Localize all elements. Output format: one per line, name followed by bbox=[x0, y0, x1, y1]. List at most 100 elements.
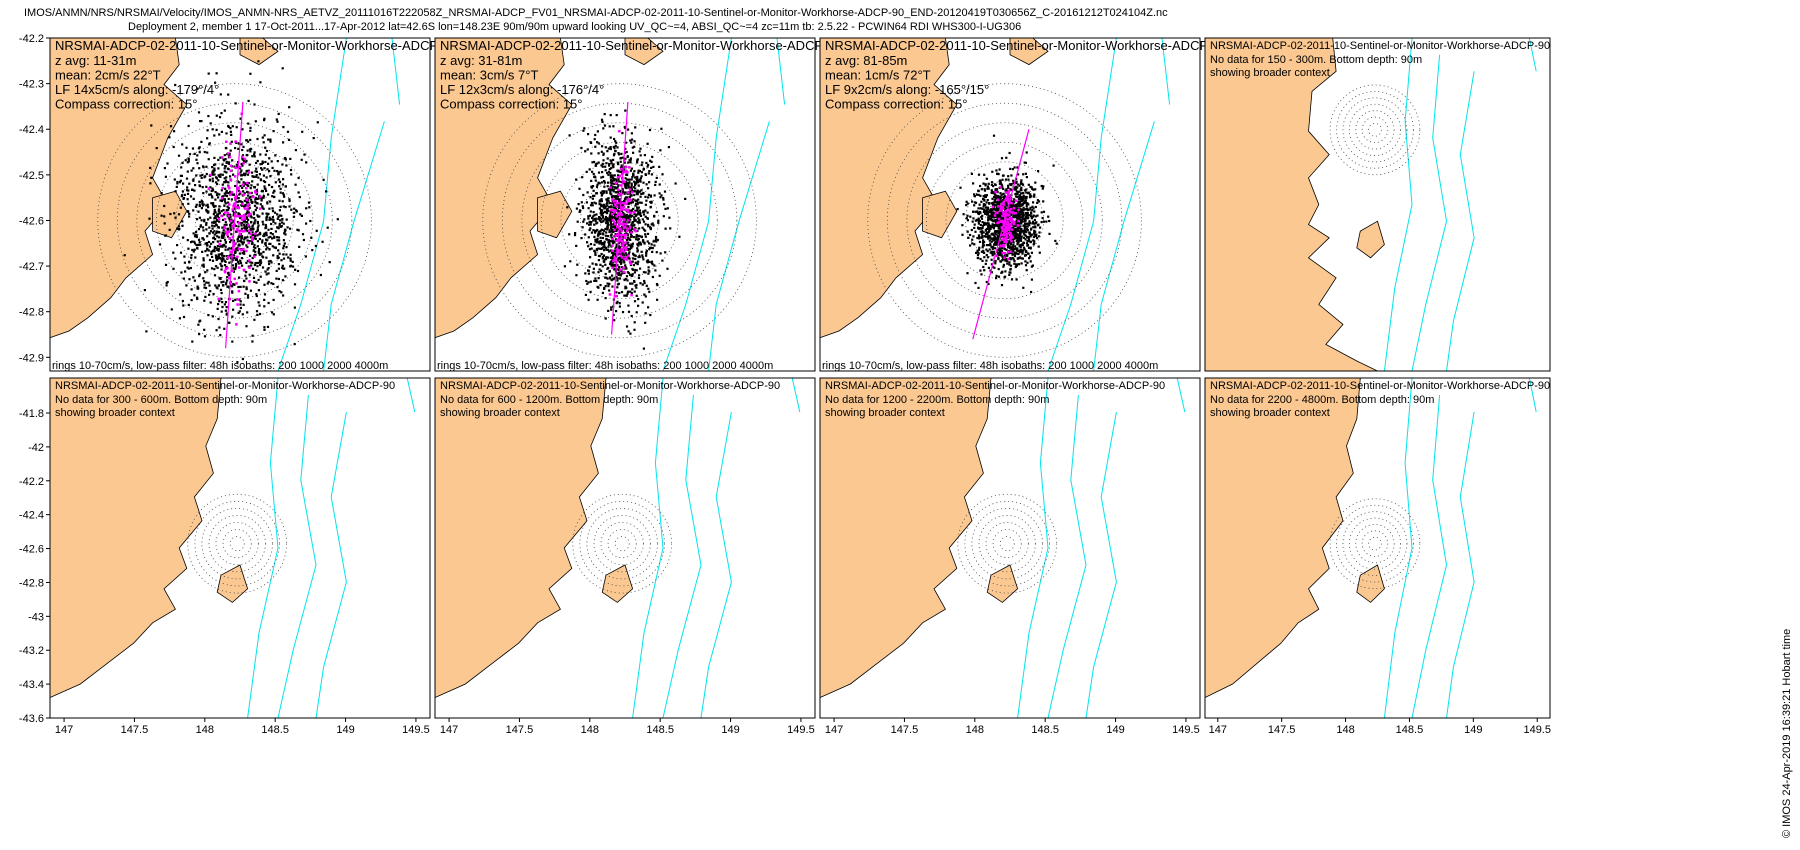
isobath-line-1 bbox=[247, 378, 279, 718]
isobath-line-3 bbox=[1446, 411, 1475, 718]
lowpass-points bbox=[207, 112, 262, 326]
panel-title: NRSMAI-ADCP-02-2011-10-Sentinel-or-Monit… bbox=[55, 38, 457, 53]
panel-title: NRSMAI-ADCP-02-2011-10-Sentinel-or-Monit… bbox=[55, 380, 395, 392]
isobath-line-4 bbox=[1528, 378, 1537, 413]
maria-island bbox=[216, 564, 249, 603]
maria-island bbox=[1356, 220, 1385, 259]
velocity-ring-4 bbox=[155, 141, 314, 300]
panel-info-line-4: Compass correction: 15° bbox=[55, 97, 197, 112]
isobath-line-3 bbox=[1161, 38, 1171, 105]
y-tick-label: -42.6 bbox=[19, 544, 44, 556]
panel-7: NRSMAI-ADCP-02-2011-10-Sentinel-or-Monit… bbox=[819, 377, 1201, 719]
y-tick-label: -41.8 bbox=[19, 408, 44, 420]
y-axes: -42.2 -42.3 -42.4 -42.5 -42.6 -42.7 -42.8 -42.9… bbox=[19, 33, 50, 725]
velocity-ring-7 bbox=[572, 493, 672, 594]
isobath-line-4 bbox=[1176, 378, 1186, 413]
x-tick-label: 147 bbox=[825, 724, 843, 736]
panel-1: NRSMAI-ADCP-02-2011-10-Sentinel-or-Monit… bbox=[49, 37, 457, 372]
velocity-ring-5 bbox=[136, 122, 333, 319]
x-tick-label: 149.5 bbox=[787, 724, 815, 736]
velocity-ring-1 bbox=[1368, 536, 1382, 551]
x-tick-label: 147.5 bbox=[1268, 724, 1296, 736]
velocity-ring-4 bbox=[925, 141, 1084, 300]
x-tick-label: 148 bbox=[581, 724, 599, 736]
island bbox=[1009, 38, 1049, 66]
panel-4: NRSMAI-ADCP-02-2011-10-Sentinel-or-Monit… bbox=[1204, 37, 1551, 372]
isobath-line-2 bbox=[1411, 394, 1448, 718]
isobath-line-2 bbox=[277, 394, 317, 718]
velocity-ring-6 bbox=[964, 500, 1050, 587]
panel-title: NRSMAI-ADCP-02-2011-10-Sentinel-or-Monit… bbox=[1210, 40, 1550, 52]
y-tick-label: -43.2 bbox=[19, 645, 44, 657]
lowpass-points bbox=[991, 185, 1020, 261]
panel-info-line-2: showing broader context bbox=[1210, 407, 1330, 419]
y-tick-label: -42.7 bbox=[19, 261, 44, 273]
x-tick-label: 148.5 bbox=[646, 724, 674, 736]
isobath-line-3 bbox=[1085, 411, 1117, 718]
panel-frame bbox=[819, 377, 1201, 719]
panel-info-line-4: Compass correction: 15° bbox=[440, 97, 582, 112]
x-tick-label: 149 bbox=[1464, 724, 1482, 736]
velocity-ring-7 bbox=[97, 83, 372, 358]
panel-3: NRSMAI-ADCP-02-2011-10-Sentinel-or-Monit… bbox=[819, 37, 1227, 372]
panel-info-line-4: Compass correction: 15° bbox=[825, 97, 967, 112]
isobath-line-3 bbox=[315, 411, 347, 718]
x-tick-label: 147.5 bbox=[891, 724, 919, 736]
panel-footer-note: rings 10-70cm/s, low-pass filter: 48h is… bbox=[822, 360, 1158, 372]
panel-footer-note: rings 10-70cm/s, low-pass filter: 48h is… bbox=[52, 360, 388, 372]
x-tick-label: 147 bbox=[1209, 724, 1227, 736]
x-axes: 147 147.5 148 148.5 149 149.5 147 147.5 148 148.5… bbox=[55, 718, 1551, 736]
isobath-line-4 bbox=[791, 378, 801, 413]
y-tick-label: -43 bbox=[28, 611, 44, 623]
land-mass bbox=[435, 378, 607, 699]
velocity-ring-5 bbox=[201, 507, 273, 580]
isobath-line-2 bbox=[1411, 54, 1448, 371]
velocity-ring-1 bbox=[214, 200, 255, 241]
x-tick-label: 149 bbox=[336, 724, 354, 736]
velocity-ring-2 bbox=[1361, 116, 1389, 144]
panel-info-line-1: z avg: 81-85m bbox=[825, 53, 907, 68]
isobath-line-4 bbox=[406, 378, 416, 413]
y-tick-label: -42.8 bbox=[19, 577, 44, 589]
maria-island bbox=[922, 190, 958, 239]
panel-title: NRSMAI-ADCP-02-2011-10-Sentinel-or-Monit… bbox=[440, 380, 780, 392]
x-tick-label: 147.5 bbox=[506, 724, 534, 736]
panel-title: NRSMAI-ADCP-02-2011-10-Sentinel-or-Monit… bbox=[825, 38, 1227, 53]
velocity-ring-5 bbox=[1342, 97, 1408, 163]
velocity-ring-4 bbox=[540, 141, 699, 300]
panel-frame bbox=[49, 377, 431, 719]
isobath-line-3 bbox=[776, 38, 786, 105]
land-mass bbox=[820, 378, 992, 699]
panel-frame bbox=[434, 37, 816, 372]
panel-info-line-1: No data for 150 - 300m. Bottom depth: 90… bbox=[1210, 54, 1422, 66]
x-tick-label: 148 bbox=[966, 724, 984, 736]
velocity-ring-5 bbox=[586, 507, 658, 580]
isobath-line-1 bbox=[1383, 38, 1413, 371]
x-tick-label: 149 bbox=[1106, 724, 1124, 736]
velocity-ring-3 bbox=[945, 161, 1064, 280]
velocity-ring-7 bbox=[482, 83, 757, 358]
y-tick-label: -43.6 bbox=[19, 713, 44, 725]
isobath-line-1 bbox=[662, 38, 732, 371]
panel-frame bbox=[434, 377, 816, 719]
panel-5: NRSMAI-ADCP-02-2011-10-Sentinel-or-Monit… bbox=[49, 377, 431, 719]
land-mass bbox=[1205, 378, 1361, 699]
x-tick-label: 149.5 bbox=[1523, 724, 1551, 736]
x-tick-label: 147.5 bbox=[121, 724, 149, 736]
velocity-ring-6 bbox=[1336, 504, 1414, 583]
maria-island bbox=[1356, 564, 1385, 603]
panel-info-line-2: showing broader context bbox=[55, 407, 175, 419]
velocity-ring-6 bbox=[579, 500, 665, 587]
x-tick-label: 148.5 bbox=[1031, 724, 1059, 736]
panel-frame bbox=[819, 37, 1201, 372]
x-tick-label: 148.5 bbox=[261, 724, 289, 736]
panel-footer-note: rings 10-70cm/s, low-pass filter: 48h is… bbox=[437, 360, 773, 372]
y-tick-label: -42 bbox=[28, 442, 44, 454]
land-mass bbox=[50, 378, 222, 699]
panel-2: NRSMAI-ADCP-02-2011-10-Sentinel-or-Monit… bbox=[434, 37, 842, 372]
panel-frame bbox=[1204, 377, 1551, 719]
maria-island bbox=[986, 564, 1019, 603]
isobath-line-3 bbox=[391, 38, 401, 105]
isobath-line-1 bbox=[1047, 38, 1117, 371]
panel-title: NRSMAI-ADCP-02-2011-10-Sentinel-or-Monit… bbox=[1210, 380, 1550, 392]
